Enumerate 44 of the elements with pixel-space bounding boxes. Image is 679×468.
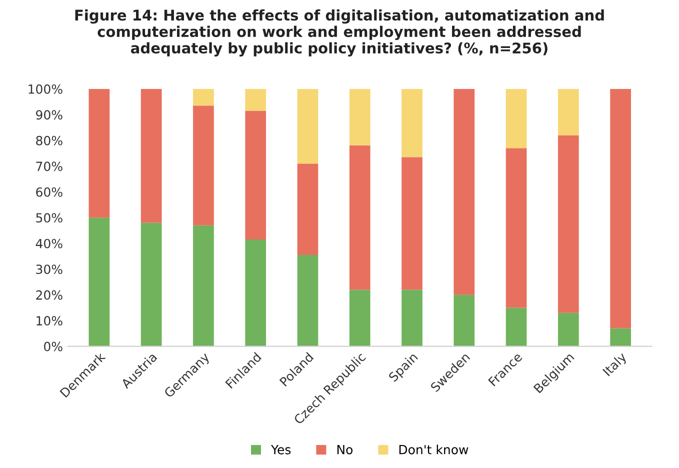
bar: [558, 312, 579, 346]
bar: [349, 88, 370, 146]
y-tick-label: 80%: [36, 136, 62, 146]
y-tick-label: 0%: [44, 342, 62, 352]
bar: [245, 88, 266, 111]
y-tick-label: 20%: [36, 290, 62, 300]
bar: [506, 148, 527, 308]
legend-label: Yes: [270, 445, 291, 454]
bar: [297, 254, 318, 346]
bar: [193, 106, 214, 226]
bar: [402, 157, 422, 290]
legend-label: Don't know: [399, 444, 468, 454]
bar: [88, 88, 110, 218]
bar: [297, 88, 318, 164]
bar: [558, 135, 579, 313]
bar: [506, 308, 527, 346]
y-tick-label: 30%: [36, 264, 62, 274]
bar: [506, 88, 527, 148]
bar: [558, 88, 579, 136]
bar: [454, 88, 475, 295]
bar: [245, 240, 266, 346]
bar: [610, 328, 631, 346]
bar: [245, 110, 266, 240]
y-tick-label: 10%: [36, 316, 62, 326]
bar: [193, 88, 214, 106]
bar: [88, 218, 110, 346]
chart-title: Figure 14: Have the effects of digitalisation, automatization and computerization on work and employment been addressed adequately by public policy initiatives? (%, n=256): [75, 9, 604, 56]
bar: [140, 222, 162, 346]
bar: [454, 294, 475, 346]
bar: [349, 290, 370, 346]
y-tick-label: 100%: [28, 84, 62, 94]
y-tick-label: 70%: [36, 162, 62, 172]
bar: [402, 88, 422, 158]
bar: [349, 146, 370, 290]
bar: [140, 88, 162, 223]
y-tick-label: 40%: [36, 238, 62, 248]
y-tick-label: 90%: [36, 110, 62, 120]
legend-label: No: [337, 445, 353, 454]
bar: [610, 88, 631, 328]
y-tick-label: 50%: [36, 213, 62, 223]
bar: [193, 225, 214, 346]
bar: [402, 290, 422, 346]
bar: [297, 164, 318, 255]
y-tick-label: 60%: [36, 187, 62, 197]
